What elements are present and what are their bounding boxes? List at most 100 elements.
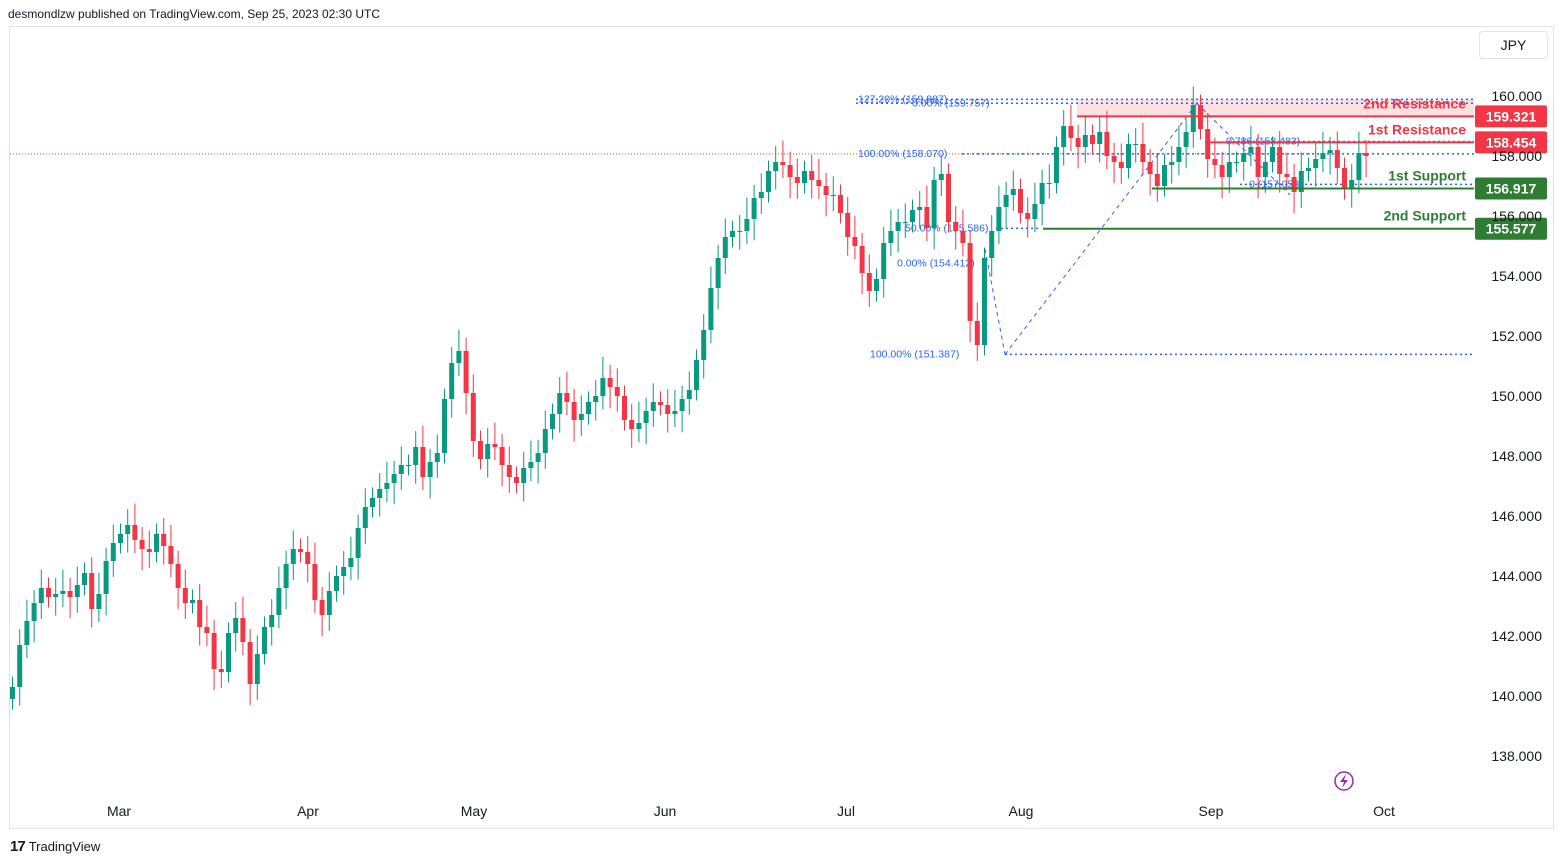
candle-body	[67, 591, 73, 597]
candle-body	[694, 360, 699, 390]
footer-brand[interactable]: 17 TradingView	[10, 838, 100, 855]
candle-body	[154, 534, 159, 552]
candle-body	[535, 453, 541, 462]
candle-body	[485, 444, 491, 459]
candle-body	[1090, 135, 1095, 144]
candle-body	[1025, 213, 1031, 219]
candle-body	[578, 414, 584, 420]
candle-body	[420, 447, 426, 477]
candle-body	[362, 507, 368, 528]
candle-body	[650, 402, 656, 411]
candle-body	[240, 618, 246, 642]
candle-body	[571, 402, 577, 420]
candle-body	[290, 549, 296, 564]
fib-trend-line	[984, 248, 1006, 355]
candle-body	[895, 222, 901, 231]
candle-body	[168, 546, 174, 564]
chart-frame	[9, 26, 1554, 829]
candle-body	[1363, 153, 1369, 156]
candle-body	[190, 600, 195, 603]
candle-body	[204, 627, 210, 633]
candle-body	[276, 588, 282, 615]
y-tick-label: 150.000	[1491, 388, 1542, 404]
publisher-caption: desmondlzw published on TradingView.com,…	[8, 7, 381, 21]
candle-body	[550, 414, 555, 429]
candle-body	[1176, 147, 1182, 162]
candle-body	[758, 192, 764, 198]
candle-body	[679, 399, 685, 411]
candle-body	[182, 588, 188, 603]
candle-body	[794, 177, 800, 183]
level-price-tag	[1475, 131, 1547, 154]
y-tick-label: 160.000	[1491, 88, 1542, 104]
level-name: 2nd Resistance	[1363, 95, 1466, 111]
candle-body	[1342, 168, 1347, 189]
candle-body	[1349, 180, 1355, 189]
candle-body	[1320, 153, 1326, 159]
candle-body	[1356, 153, 1362, 180]
candle-body	[751, 198, 757, 219]
y-tick-label: 148.000	[1491, 448, 1542, 464]
level-price-label: 155.577	[1486, 221, 1537, 237]
candle-body	[859, 246, 865, 273]
candle-body	[1298, 171, 1304, 192]
candle-body	[442, 399, 447, 453]
candle-body	[982, 258, 987, 345]
level-price-tag	[1475, 105, 1547, 128]
y-tick-label: 142.000	[1491, 628, 1542, 644]
candle-body	[622, 396, 627, 420]
candle-body	[406, 465, 411, 466]
candle-body	[658, 402, 663, 405]
candle-body	[118, 534, 123, 543]
candle-body	[53, 594, 59, 597]
fib-label: 127.20% (159.887)	[858, 93, 947, 105]
level-price-tag	[1475, 177, 1547, 200]
candle-body	[888, 231, 894, 243]
candle-body	[269, 615, 275, 627]
candle-body	[787, 165, 793, 177]
candle-body	[910, 210, 915, 222]
candle-body	[103, 561, 109, 594]
candle-body	[780, 162, 786, 165]
candle-body	[607, 378, 613, 387]
candle-body	[1147, 162, 1153, 174]
candle-body	[809, 171, 815, 180]
candle-body	[384, 483, 390, 489]
candle-body	[456, 351, 462, 363]
candle-body	[413, 447, 419, 465]
candle-body	[1219, 165, 1225, 177]
candle-body	[175, 564, 181, 588]
footer-brand-label: TradingView	[28, 839, 101, 854]
candle-body	[298, 549, 303, 552]
y-tick-label: 140.000	[1491, 688, 1542, 704]
x-tick-label: Aug	[1009, 803, 1034, 819]
currency-button[interactable]: JPY	[1479, 31, 1548, 59]
candle-body	[10, 687, 15, 699]
candle-body	[1075, 138, 1081, 147]
level-price-label: 158.454	[1486, 134, 1537, 150]
candle-body	[1313, 159, 1319, 168]
candle-body	[492, 444, 498, 447]
candle-body	[924, 207, 930, 228]
candle-body	[902, 222, 908, 223]
candle-body	[686, 390, 692, 399]
candle-body	[643, 411, 649, 423]
candle-body	[1140, 144, 1146, 162]
candle-body	[60, 591, 66, 594]
y-tick-label: 152.000	[1491, 328, 1542, 344]
candle-body	[708, 288, 714, 330]
tradingview-logo-icon: 17	[10, 838, 26, 855]
y-tick-label: 144.000	[1491, 568, 1542, 584]
candle-body	[341, 567, 347, 576]
level-price-tag	[1475, 217, 1547, 240]
candle-body	[1270, 147, 1275, 162]
candle-body	[370, 498, 375, 507]
candle-body	[874, 279, 879, 291]
candle-body	[305, 552, 311, 564]
candle-body	[1255, 147, 1261, 177]
candle-body	[1334, 150, 1340, 168]
candle-body	[1018, 189, 1023, 213]
candle-body	[1183, 132, 1189, 147]
candle-body	[89, 573, 95, 609]
